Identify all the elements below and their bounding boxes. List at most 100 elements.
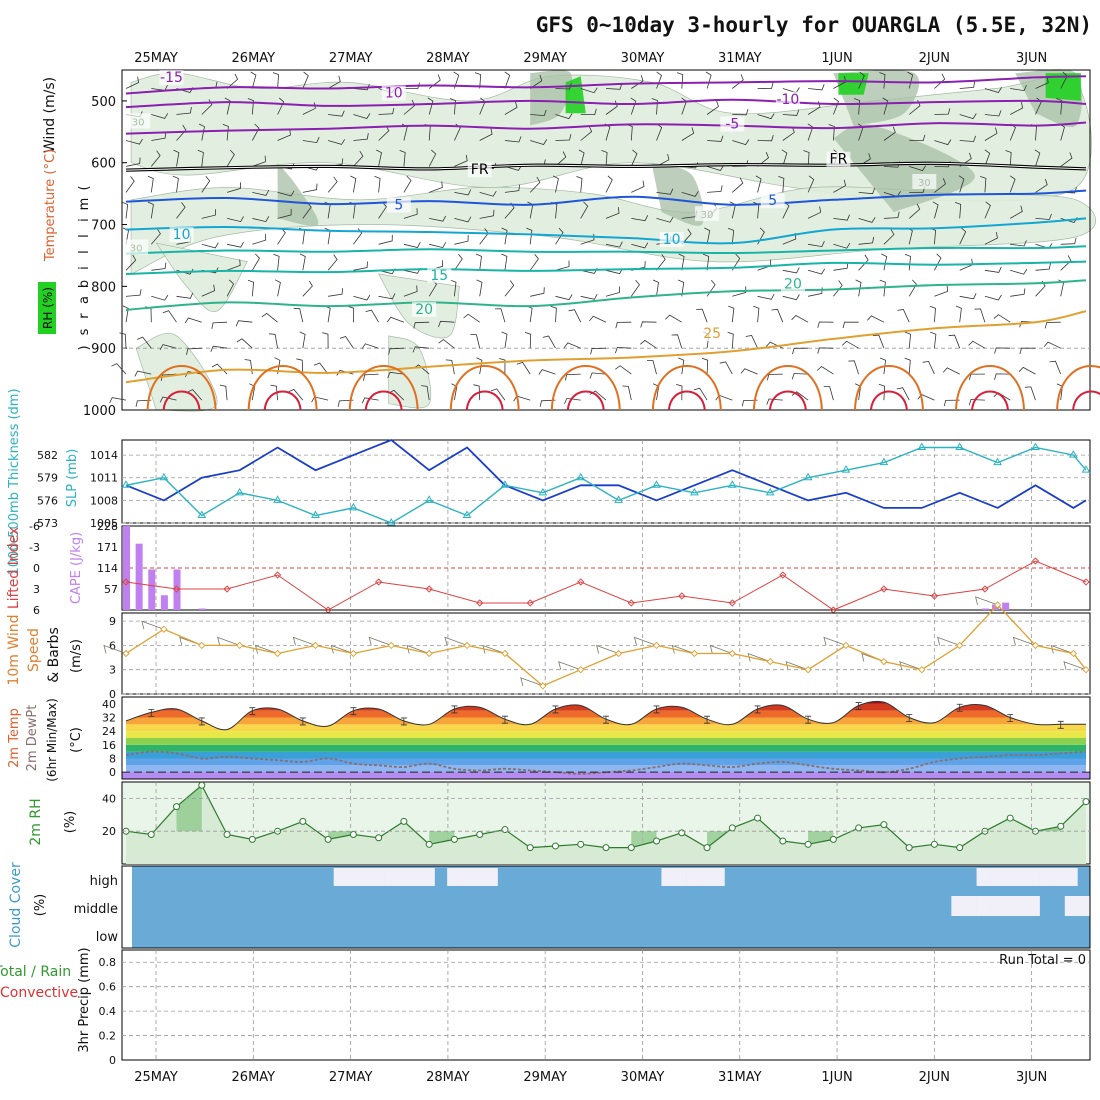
wind-speed-point [463,641,471,650]
precip-tick: 0.4 [99,1005,117,1018]
wind10m-frame [121,612,1091,695]
wind-barb [529,74,543,89]
wind-barb [615,346,632,354]
high-cloud-gap [396,868,410,886]
wind-barb [361,343,379,350]
temp-label-2: 2m DewPt [25,705,40,772]
wind10m-label-2: Speed [26,628,42,672]
wind-barb [302,183,318,193]
wind-barb [823,386,834,401]
wind-barb [454,189,472,196]
wind-barb [580,125,593,141]
wind-barb [954,202,962,219]
date-label-bottom: 1JUN [821,1070,852,1085]
upper-air-frame [121,69,1091,411]
wind-barb [842,321,859,329]
date-label-top: 3JUN [1016,51,1047,66]
li-point [1031,557,1040,565]
wind-barb [707,185,723,193]
middle-cloud-gap [976,896,990,916]
rh-point [198,781,206,789]
surface-wind-barb [975,596,998,606]
wind-barb [162,310,177,323]
wind-barb [201,242,219,249]
wind-barb [353,294,371,301]
middle-cloud-gap [1064,896,1078,916]
rh-point [602,844,610,852]
rh-point [930,840,938,848]
thickness-point [1068,450,1078,458]
rh-area-dark [833,124,975,213]
thickness-point [235,487,245,496]
thickness-point [993,457,1002,466]
surface-wind-barbs [103,596,1087,687]
wind-barb [311,396,329,403]
wind-barb [993,314,1011,323]
date-label-top: 30MAY [621,51,665,66]
contour-label: -15 [160,70,183,86]
wind-barb [968,399,985,406]
wind-barb [757,82,774,89]
wind-barb [374,175,381,193]
precip-tick: 0.8 [99,956,117,969]
wind-barb [1019,347,1036,355]
wind-barb [552,175,559,193]
contour-label: FR [471,162,489,178]
wind-barb [504,136,522,143]
wind-barb [251,253,261,271]
li-point [728,599,736,607]
wind-barb [883,126,896,141]
wind-barb [302,280,313,297]
wind-barb [706,100,719,115]
high-cloud-gap [1039,868,1053,886]
wind-speed-point [1069,649,1078,658]
contour-label: 30 [130,244,143,255]
high-cloud-gap [459,868,473,886]
wind-barb [907,71,914,89]
wind-barb [1010,268,1028,275]
contour-label-bg [775,91,800,107]
wind-barb [678,279,685,297]
wind-barb [727,227,735,245]
wind-barb [968,340,986,349]
wind-barb [302,136,320,144]
precip-tick: 0.6 [99,981,117,994]
slp-tick: 1014 [90,449,118,462]
wind-barb [378,234,393,245]
wind-barb [134,370,152,377]
temp-minmax-bar [552,705,559,714]
thickness-point [1031,442,1040,451]
high-cloud-gap [409,868,423,886]
wind-barb [934,285,949,297]
contour-label-bg [695,206,720,222]
wind-barb [605,175,613,193]
middle-cloud-gap [1014,896,1028,916]
date-label-top: 26MAY [232,51,276,66]
rh-point [173,803,181,811]
wind-barb [817,321,834,328]
temperature-contour-30 [1056,364,1100,411]
temp-label-1: 2m Temp [7,708,22,768]
wind-barb [504,184,520,193]
wind-barb [959,293,977,300]
wind-barb [605,241,623,248]
pressure-axis-letter: i [77,266,92,270]
temp-minmax-bar [704,715,711,724]
high-cloud-gap [989,868,1003,886]
temperature-tick: 32 [102,712,116,725]
wind-barb [201,209,216,219]
high-cloud-gap [674,868,687,886]
wind-barb [816,365,834,375]
precip-tick: 0 [109,1054,116,1067]
cape-bar [160,595,168,610]
high-cloud-gap [1014,868,1028,886]
wind-barb [706,165,724,171]
wind-barb [731,253,741,271]
wind-barb [707,135,724,142]
wind-barb [858,217,876,223]
wind-barb [932,201,939,219]
wind-barb [513,395,531,402]
wind-barb [454,235,469,245]
date-label-top: 31MAY [718,51,762,66]
rh-point [324,835,332,843]
